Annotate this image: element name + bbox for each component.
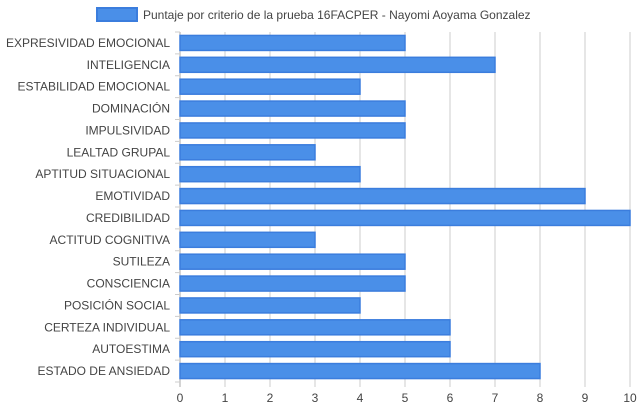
bar[interactable] <box>179 56 496 74</box>
x-tick-label: 9 <box>582 391 589 405</box>
x-tick-label: 6 <box>447 391 454 405</box>
x-tick-labels: 0 1 2 3 4 5 6 7 8 9 10 <box>177 391 637 405</box>
category-label: LEALTAD GRUPAL <box>67 145 171 159</box>
bar[interactable] <box>179 253 406 270</box>
bar[interactable] <box>179 100 406 117</box>
x-tick-label: 4 <box>357 391 364 405</box>
bar[interactable] <box>179 319 451 336</box>
x-tick-label: 3 <box>312 391 319 405</box>
legend[interactable]: Puntaje por criterio de la prueba 16FACP… <box>96 7 531 22</box>
bar[interactable] <box>179 340 451 358</box>
category-label: ACTITUD COGNITIVA <box>50 233 170 247</box>
x-tick-label: 10 <box>623 391 637 405</box>
bar[interactable] <box>179 165 361 183</box>
category-label: IMPULSIVIDAD <box>85 123 170 137</box>
category-label: ESTABILIDAD EMOCIONAL <box>18 80 171 94</box>
bar[interactable] <box>179 209 631 227</box>
category-labels: EXPRESIVIDAD EMOCIONAL INTELIGENCIA ESTABI… <box>6 36 170 378</box>
x-tick-label: 1 <box>222 391 229 405</box>
category-label: ESTADO DE ANSIEDAD <box>38 364 171 378</box>
x-tick-label: 5 <box>402 391 409 405</box>
bar[interactable] <box>179 297 361 314</box>
bar[interactable] <box>179 144 316 161</box>
x-tick-label: 7 <box>492 391 499 405</box>
legend-swatch[interactable] <box>96 7 138 22</box>
bar[interactable] <box>179 187 586 205</box>
bar[interactable] <box>179 122 406 139</box>
category-label: EXPRESIVIDAD EMOCIONAL <box>6 36 170 50</box>
category-label: POSICIÓN SOCIAL <box>64 297 170 312</box>
category-label: AUTOESTIMA <box>92 342 170 356</box>
bar[interactable] <box>179 78 361 95</box>
category-label: INTELIGENCIA <box>87 58 170 72</box>
legend-label[interactable]: Puntaje por criterio de la prueba 16FACP… <box>143 8 531 22</box>
category-label: SUTILEZA <box>113 255 170 269</box>
bar[interactable] <box>179 231 316 249</box>
bar[interactable] <box>179 362 541 380</box>
category-label: EMOTIVIDAD <box>95 189 170 203</box>
category-label: CERTEZA INDIVIDUAL <box>44 320 170 334</box>
category-label: CREDIBILIDAD <box>86 211 170 225</box>
x-tick-label: 8 <box>537 391 544 405</box>
category-label: DOMINACIÓN <box>92 101 170 116</box>
category-label: CONSCIENCIA <box>87 277 170 291</box>
x-tick-label: 0 <box>177 391 184 405</box>
bar[interactable] <box>179 34 406 52</box>
category-label: APTITUD SITUACIONAL <box>35 167 170 181</box>
bars <box>179 34 631 380</box>
bar[interactable] <box>179 275 406 292</box>
x-tick-label: 2 <box>267 391 274 405</box>
